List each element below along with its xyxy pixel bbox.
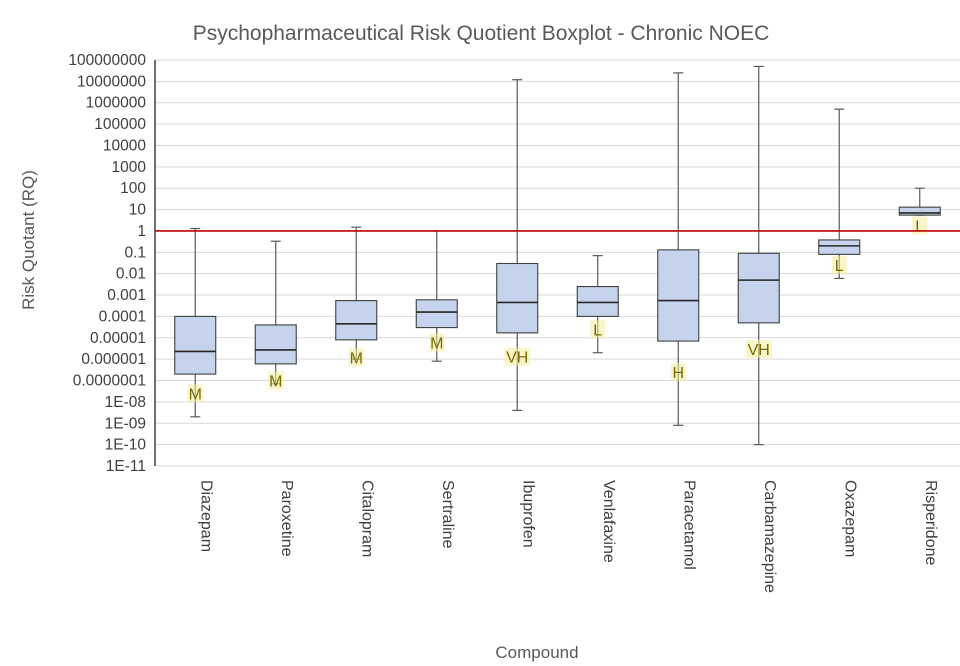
y-tick-label: 1	[137, 223, 146, 240]
box-iqr	[818, 239, 861, 255]
y-tick-label: 0.1	[124, 244, 146, 261]
y-tick-label: 0.001	[107, 287, 146, 304]
y-tick-label: 1E-08	[105, 394, 146, 411]
gridlines	[155, 59, 960, 467]
y-tick-label: 1000000	[86, 95, 147, 112]
y-tick-label: 0.0001	[99, 308, 146, 325]
risk-label-highlight	[912, 216, 928, 235]
box-oxazepam: L	[818, 108, 861, 280]
box-carbamazepine: VH	[737, 65, 780, 446]
x-tick-label: Ibuprofen	[519, 480, 536, 548]
x-tick-label: Oxazepam	[841, 480, 858, 557]
risk-label: M	[269, 374, 282, 391]
y-tick-label: 0.000001	[81, 351, 146, 368]
risk-label-highlight	[429, 333, 445, 352]
risk-label: VH	[748, 342, 770, 359]
y-tick-label: 1E-11	[106, 458, 146, 475]
box-iqr	[335, 300, 378, 341]
x-axis-title: Compound	[495, 643, 578, 662]
y-tick-label: 1E-09	[105, 415, 146, 432]
risk-label: H	[672, 365, 684, 382]
box-citalopram: M	[335, 226, 378, 367]
risk-label: L	[835, 258, 844, 275]
box-risperidone: L	[898, 187, 941, 235]
risk-label-highlight	[504, 347, 531, 366]
box-ibuprofen: VH	[496, 79, 539, 411]
x-tick-label: Carbamazepine	[761, 480, 778, 593]
x-tick-label: Sertraline	[439, 480, 456, 549]
risk-label: M	[350, 350, 363, 367]
risk-label: M	[189, 386, 202, 403]
y-tick-label: 100000	[94, 116, 146, 133]
y-tick-label: 100	[120, 180, 146, 197]
risk-label-highlight	[590, 320, 606, 339]
risk-label-highlight	[745, 339, 772, 358]
box-paroxetine: M	[254, 240, 297, 391]
x-tick-label: Citalopram	[358, 480, 375, 557]
risk-label: M	[430, 336, 443, 353]
y-tick-label: 10000	[103, 137, 146, 154]
risk-label-highlight	[831, 256, 847, 275]
x-tick-label: Diazepam	[197, 480, 214, 552]
box-diazepam: M	[174, 227, 217, 418]
box-iqr	[496, 262, 539, 334]
y-tick-label: 0.01	[116, 266, 146, 283]
y-tick-label: 0.0000001	[73, 373, 146, 390]
box-paracetamol: H	[657, 72, 700, 426]
x-tick-label: Paracetamol	[680, 480, 697, 570]
x-axis-tick-labels: Diazepam Paroxetine Citalopram Sertraline Ib…	[197, 480, 939, 593]
box-iqr	[254, 324, 297, 365]
box-iqr	[174, 315, 217, 375]
box-iqr	[657, 249, 700, 342]
y-axis-tick-labels: 100000000 10000000 1000000 100000 10000 1000 1…	[68, 52, 146, 475]
y-axis-title: Risk Quotant (RQ)	[19, 170, 38, 310]
chart-title: Psychopharmaceutical Risk Quotient Boxpl…	[193, 22, 770, 45]
x-tick-label: Risperidone	[922, 480, 939, 565]
box-iqr	[415, 299, 458, 329]
risk-label-highlight	[348, 348, 364, 367]
risk-label-highlight	[187, 384, 203, 403]
y-tick-label: 1000	[112, 159, 147, 176]
boxes: M M M M VH L H VH L L	[174, 65, 941, 446]
y-tick-label: 10	[129, 202, 147, 219]
risk-label: VH	[506, 350, 528, 367]
x-tick-label: Paroxetine	[278, 480, 295, 557]
risk-label: L	[593, 322, 602, 339]
y-tick-label: 100000000	[68, 52, 146, 69]
x-tick-label: Venlafaxine	[600, 480, 617, 563]
risk-label: L	[915, 218, 924, 235]
box-venlafaxine: L	[576, 255, 619, 354]
risk-label-highlight	[670, 363, 686, 382]
box-iqr	[737, 252, 780, 324]
risk-label-highlight	[268, 371, 284, 390]
y-tick-label: 1E-10	[105, 437, 147, 454]
y-tick-label: 10000000	[77, 73, 146, 90]
box-sertraline: M	[415, 230, 458, 362]
y-tick-label: 0.00001	[90, 330, 146, 347]
box-iqr	[898, 206, 941, 216]
box-iqr	[576, 285, 619, 317]
